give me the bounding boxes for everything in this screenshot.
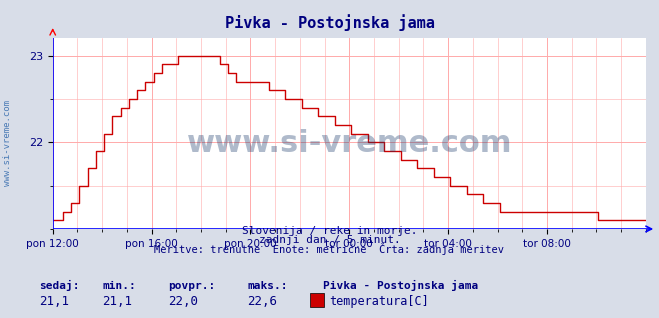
Text: zadnji dan / 5 minut.: zadnji dan / 5 minut.: [258, 235, 401, 245]
Text: povpr.:: povpr.:: [168, 281, 215, 291]
Text: 21,1: 21,1: [102, 295, 132, 308]
Text: 22,0: 22,0: [168, 295, 198, 308]
Text: sedaj:: sedaj:: [40, 280, 80, 291]
Text: www.si-vreme.com: www.si-vreme.com: [3, 100, 13, 186]
Text: temperatura[C]: temperatura[C]: [330, 295, 429, 308]
Text: Pivka - Postojnska jama: Pivka - Postojnska jama: [225, 14, 434, 31]
Text: Slovenija / reke in morje.: Slovenija / reke in morje.: [242, 226, 417, 236]
Text: www.si-vreme.com: www.si-vreme.com: [186, 128, 512, 158]
Text: maks.:: maks.:: [247, 281, 287, 291]
Text: Meritve: trenutne  Enote: metrične  Črta: zadnja meritev: Meritve: trenutne Enote: metrične Črta: …: [154, 243, 505, 255]
Text: min.:: min.:: [102, 281, 136, 291]
Text: Pivka - Postojnska jama: Pivka - Postojnska jama: [323, 280, 478, 291]
Text: 22,6: 22,6: [247, 295, 277, 308]
Text: 21,1: 21,1: [40, 295, 70, 308]
